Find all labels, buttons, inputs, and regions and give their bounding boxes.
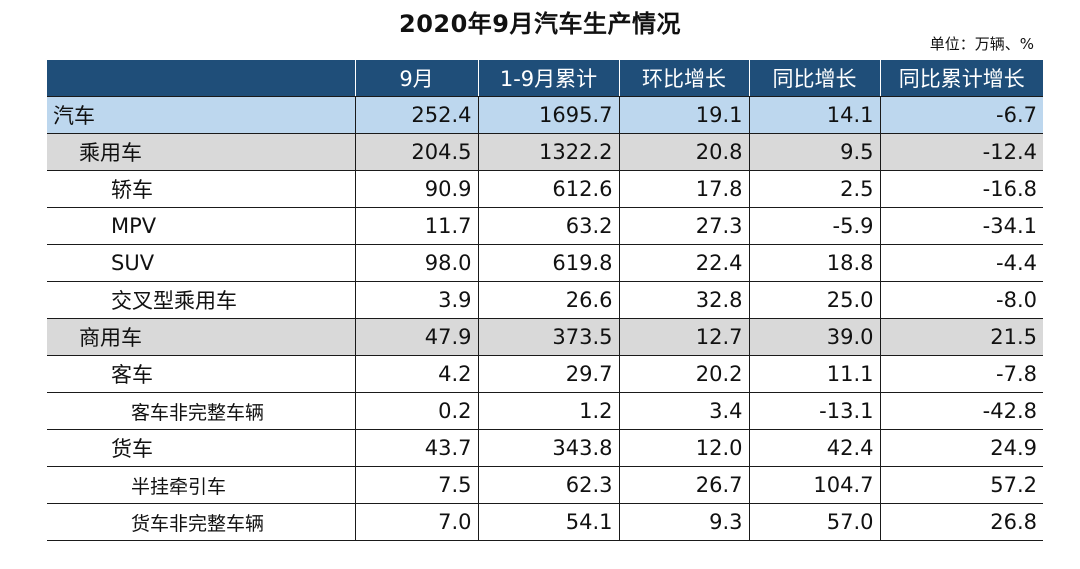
cell-month: 204.5	[354, 133, 478, 171]
cell-cumulative: 62.3	[477, 466, 619, 504]
cell-yoy-growth: -13.1	[748, 392, 880, 430]
row-label: 货车	[47, 429, 355, 467]
cell-mom-growth: 12.0	[618, 429, 749, 467]
header-cell-month: 9月	[354, 60, 478, 97]
cell-mom-growth: 9.3	[618, 503, 749, 541]
cell-cumulative: 343.8	[477, 429, 619, 467]
row-label: 客车	[47, 355, 355, 393]
cell-yoy-cumulative-growth: -42.8	[879, 392, 1043, 430]
row-label: 商用车	[47, 318, 355, 356]
cell-mom-growth: 20.8	[618, 133, 749, 171]
cell-yoy-growth: 9.5	[748, 133, 880, 171]
cell-yoy-growth: 57.0	[748, 503, 880, 541]
table-row: 半挂牵引车 7.5 62.3 26.7 104.7 57.2	[47, 466, 1043, 504]
cell-yoy-growth: 18.8	[748, 244, 880, 282]
cell-mom-growth: 26.7	[618, 466, 749, 504]
cell-yoy-cumulative-growth: -6.7	[879, 96, 1043, 134]
cell-yoy-growth: 25.0	[748, 281, 880, 319]
cell-mom-growth: 22.4	[618, 244, 749, 282]
table-row: 客车非完整车辆 0.2 1.2 3.4 -13.1 -42.8	[47, 392, 1043, 430]
header-cell-mom-growth: 环比增长	[618, 60, 749, 97]
cell-cumulative: 373.5	[477, 318, 619, 356]
cell-cumulative: 29.7	[477, 355, 619, 393]
table-row: 交叉型乘用车 3.9 26.6 32.8 25.0 -8.0	[47, 281, 1043, 319]
cell-cumulative: 1695.7	[477, 96, 619, 134]
cell-mom-growth: 12.7	[618, 318, 749, 356]
cell-yoy-cumulative-growth: -34.1	[879, 207, 1043, 245]
cell-month: 47.9	[354, 318, 478, 356]
cell-mom-growth: 19.1	[618, 96, 749, 134]
cell-mom-growth: 20.2	[618, 355, 749, 393]
cell-cumulative: 619.8	[477, 244, 619, 282]
page-title: 2020年9月汽车生产情况	[399, 10, 681, 38]
cell-month: 0.2	[354, 392, 478, 430]
header-cell-yoy-growth: 同比增长	[748, 60, 880, 97]
cell-yoy-growth: 104.7	[748, 466, 880, 504]
row-label: 轿车	[47, 170, 355, 208]
cell-yoy-cumulative-growth: -16.8	[879, 170, 1043, 208]
cell-mom-growth: 3.4	[618, 392, 749, 430]
table-row: 客车 4.2 29.7 20.2 11.1 -7.8	[47, 355, 1043, 393]
cell-yoy-cumulative-growth: -8.0	[879, 281, 1043, 319]
cell-yoy-growth: -5.9	[748, 207, 880, 245]
cell-cumulative: 63.2	[477, 207, 619, 245]
header-cell-yoy-cumulative-growth: 同比累计增长	[879, 60, 1043, 97]
row-label: 客车非完整车辆	[47, 392, 355, 430]
table-row: 货车 43.7 343.8 12.0 42.4 24.9	[47, 429, 1043, 467]
row-label: 交叉型乘用车	[47, 281, 355, 319]
cell-yoy-cumulative-growth: 26.8	[879, 503, 1043, 541]
table-row: 乘用车 204.5 1322.2 20.8 9.5 -12.4	[47, 133, 1043, 171]
cell-cumulative: 1.2	[477, 392, 619, 430]
table-row: 轿车 90.9 612.6 17.8 2.5 -16.8	[47, 170, 1043, 208]
header-cell-cumulative: 1-9月累计	[477, 60, 619, 97]
unit-note: 单位：万辆、%	[929, 35, 1034, 53]
cell-cumulative: 1322.2	[477, 133, 619, 171]
cell-yoy-cumulative-growth: -4.4	[879, 244, 1043, 282]
cell-month: 43.7	[354, 429, 478, 467]
cell-yoy-cumulative-growth: 21.5	[879, 318, 1043, 356]
cell-yoy-cumulative-growth: 57.2	[879, 466, 1043, 504]
table-row: MPV 11.7 63.2 27.3 -5.9 -34.1	[47, 207, 1043, 245]
header-cell-label	[47, 60, 355, 97]
cell-yoy-growth: 39.0	[748, 318, 880, 356]
cell-mom-growth: 32.8	[618, 281, 749, 319]
cell-yoy-growth: 2.5	[748, 170, 880, 208]
table-row: SUV 98.0 619.8 22.4 18.8 -4.4	[47, 244, 1043, 282]
table-header-row: 9月 1-9月累计 环比增长 同比增长 同比累计增长	[47, 60, 1043, 97]
cell-yoy-growth: 14.1	[748, 96, 880, 134]
table-row: 货车非完整车辆 7.0 54.1 9.3 57.0 26.8	[47, 503, 1043, 541]
cell-yoy-cumulative-growth: 24.9	[879, 429, 1043, 467]
cell-yoy-cumulative-growth: -7.8	[879, 355, 1043, 393]
cell-mom-growth: 27.3	[618, 207, 749, 245]
row-label: 乘用车	[47, 133, 355, 171]
cell-mom-growth: 17.8	[618, 170, 749, 208]
cell-cumulative: 54.1	[477, 503, 619, 541]
cell-month: 90.9	[354, 170, 478, 208]
cell-month: 252.4	[354, 96, 478, 134]
cell-month: 3.9	[354, 281, 478, 319]
cell-cumulative: 26.6	[477, 281, 619, 319]
row-label: MPV	[47, 207, 355, 245]
cell-yoy-cumulative-growth: -12.4	[879, 133, 1043, 171]
cell-month: 7.0	[354, 503, 478, 541]
table-row: 商用车 47.9 373.5 12.7 39.0 21.5	[47, 318, 1043, 356]
cell-month: 7.5	[354, 466, 478, 504]
production-table: 9月 1-9月累计 环比增长 同比增长 同比累计增长 汽车 252.4 1695.7…	[47, 60, 1043, 541]
table-row: 汽车 252.4 1695.7 19.1 14.1 -6.7	[47, 96, 1043, 134]
row-label: 汽车	[47, 96, 355, 134]
row-label: 货车非完整车辆	[47, 503, 355, 541]
cell-yoy-growth: 11.1	[748, 355, 880, 393]
cell-month: 11.7	[354, 207, 478, 245]
row-label: SUV	[47, 244, 355, 282]
cell-cumulative: 612.6	[477, 170, 619, 208]
row-label: 半挂牵引车	[47, 466, 355, 504]
cell-month: 4.2	[354, 355, 478, 393]
cell-month: 98.0	[354, 244, 478, 282]
cell-yoy-growth: 42.4	[748, 429, 880, 467]
